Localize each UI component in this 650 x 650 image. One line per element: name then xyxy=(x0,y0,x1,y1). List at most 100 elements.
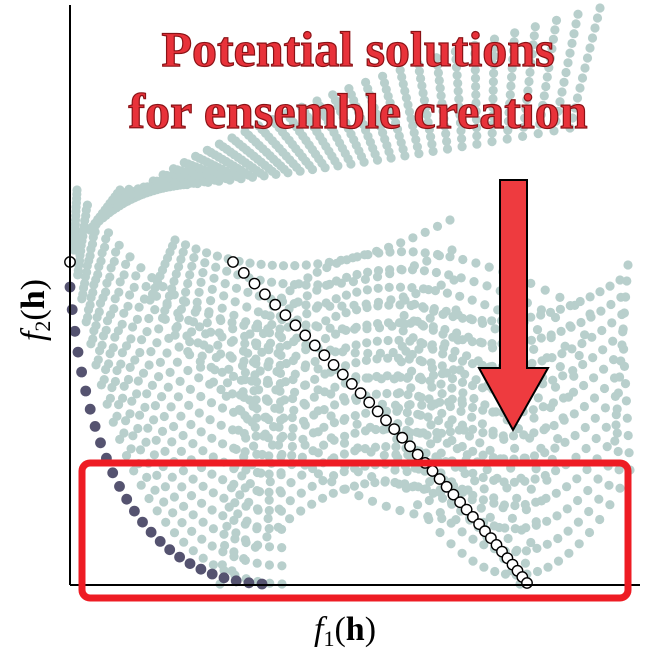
solution-point xyxy=(555,292,565,302)
solution-point xyxy=(275,486,285,496)
solution-point xyxy=(405,428,415,438)
solution-point xyxy=(478,405,488,415)
solution-point xyxy=(471,258,481,268)
solution-point xyxy=(448,365,459,375)
solution-point xyxy=(300,420,310,430)
solution-point xyxy=(217,303,227,313)
solution-point xyxy=(506,81,516,91)
solution-point xyxy=(372,336,382,346)
solution-point xyxy=(551,466,561,476)
solution-point xyxy=(390,400,401,410)
solution-point xyxy=(615,483,625,493)
solution-point xyxy=(313,385,323,395)
solution-point xyxy=(382,388,392,399)
solution-point xyxy=(477,419,487,429)
solution-point xyxy=(301,260,311,270)
solution-point xyxy=(288,393,298,404)
solution-point xyxy=(372,272,383,282)
pareto-point-filled xyxy=(95,437,106,449)
solution-point xyxy=(598,345,608,355)
solution-point xyxy=(437,98,447,108)
solution-point xyxy=(470,476,480,486)
solution-point xyxy=(445,427,455,437)
solution-point xyxy=(428,370,439,380)
solution-point xyxy=(546,330,556,340)
solution-point xyxy=(230,297,240,307)
solution-point xyxy=(302,291,312,301)
solution-point xyxy=(622,413,632,423)
solution-point xyxy=(175,376,185,386)
solution-point xyxy=(372,155,383,165)
solution-point xyxy=(241,433,251,443)
solution-point xyxy=(579,401,590,412)
solution-point xyxy=(614,465,624,475)
solution-point xyxy=(144,313,154,324)
pareto-point-open xyxy=(433,473,446,485)
solution-point xyxy=(451,62,462,72)
solution-point xyxy=(198,517,208,527)
solution-point xyxy=(168,508,178,518)
solution-point xyxy=(228,371,239,381)
solution-point xyxy=(130,355,140,365)
solution-point xyxy=(529,428,539,438)
solution-point xyxy=(424,394,434,404)
solution-point xyxy=(615,275,625,285)
solution-point xyxy=(457,395,467,405)
solution-point xyxy=(313,301,323,311)
solution-point xyxy=(518,131,528,141)
solution-point xyxy=(524,76,534,87)
solution-point xyxy=(221,391,231,401)
solution-point xyxy=(172,321,182,332)
solution-point xyxy=(197,534,207,544)
solution-point xyxy=(87,239,98,249)
solution-point xyxy=(149,450,159,460)
solution-point xyxy=(132,389,142,399)
solution-point xyxy=(587,332,597,342)
solution-point xyxy=(418,428,428,438)
solution-point xyxy=(528,40,538,50)
solution-point xyxy=(442,136,452,146)
solution-point xyxy=(290,261,300,271)
solution-point xyxy=(176,304,186,314)
solution-point xyxy=(529,413,539,423)
solution-point xyxy=(570,430,580,441)
solution-point xyxy=(562,482,572,492)
solution-point xyxy=(580,330,590,340)
solution-point xyxy=(520,499,530,510)
solution-point xyxy=(455,291,465,301)
solution-point xyxy=(350,428,360,438)
solution-point xyxy=(414,344,424,354)
solution-point xyxy=(432,428,442,438)
solution-point xyxy=(152,506,162,516)
solution-point xyxy=(454,102,464,112)
solution-point xyxy=(186,491,197,501)
solution-point xyxy=(479,562,489,572)
solution-point xyxy=(297,470,307,480)
solution-point xyxy=(430,399,440,409)
solution-point xyxy=(397,265,407,275)
solution-point xyxy=(555,97,565,107)
solution-point xyxy=(253,505,263,515)
solution-point xyxy=(411,289,421,299)
solution-point xyxy=(353,467,363,477)
solution-point xyxy=(557,87,567,97)
solution-point xyxy=(72,185,82,195)
solution-point xyxy=(420,227,430,237)
solution-point xyxy=(289,336,299,347)
solution-point xyxy=(459,425,469,435)
solution-point xyxy=(237,361,248,371)
solution-point xyxy=(572,93,583,103)
solution-point xyxy=(128,322,138,332)
solution-point xyxy=(170,330,180,340)
solution-point xyxy=(313,469,323,479)
solution-point xyxy=(371,389,381,399)
solution-point xyxy=(264,469,274,479)
solution-point xyxy=(300,400,310,410)
solution-point xyxy=(383,335,393,346)
solution-point xyxy=(136,480,146,490)
solution-point xyxy=(188,439,198,449)
solution-point xyxy=(276,350,286,360)
solution-point xyxy=(222,378,233,388)
solution-point xyxy=(211,352,221,363)
pareto-point-filled xyxy=(121,493,133,505)
